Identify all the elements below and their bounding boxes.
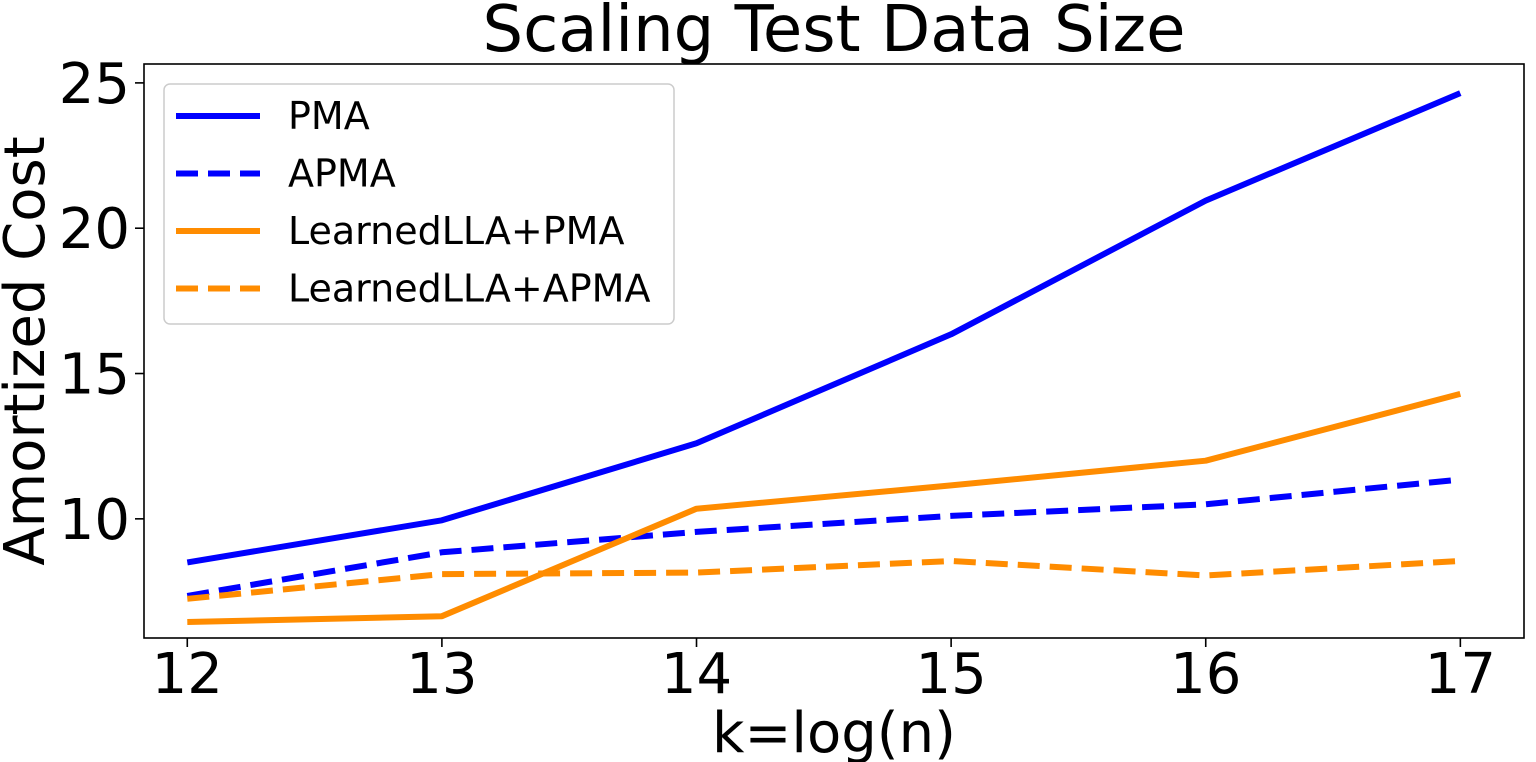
series-line-learnedlla-pma <box>187 390 1462 625</box>
series-layer <box>186 90 1462 625</box>
legend-label-learnedlla-apma: LearnedLLA+APMA <box>288 267 650 311</box>
series-line-learnedlla-apma <box>187 558 1461 602</box>
legend: PMA APMA LearnedLLA+PMA LearnedLLA+APMA <box>163 83 675 325</box>
legend-label-apma: APMA <box>288 152 396 196</box>
y-tick-label: 20 <box>59 197 130 262</box>
y-axis-label: Amortized Cost <box>0 136 58 565</box>
x-tick-label: 13 <box>406 642 477 707</box>
x-tick-label: 12 <box>152 642 223 707</box>
y-tick-label: 25 <box>59 52 130 117</box>
x-axis: 12 13 14 15 16 17 <box>152 638 1496 707</box>
x-tick-label: 14 <box>661 642 732 707</box>
legend-box <box>163 83 675 325</box>
legend-label-learnedlla-pma: LearnedLLA+PMA <box>288 209 624 253</box>
y-tick-label: 15 <box>59 343 130 408</box>
x-tick-label: 15 <box>915 642 986 707</box>
x-tick-label: 16 <box>1170 642 1241 707</box>
y-axis: 10 15 20 25 <box>59 52 144 553</box>
legend-label-pma: PMA <box>288 94 370 138</box>
x-axis-label: k=log(n) <box>712 701 956 762</box>
y-tick-label: 10 <box>59 488 130 553</box>
chart-title: Scaling Test Data Size <box>482 0 1185 67</box>
series-line-apma <box>186 476 1461 599</box>
series-line-pma <box>186 90 1462 566</box>
x-tick-label: 17 <box>1425 642 1496 707</box>
plot-area <box>143 63 1525 639</box>
